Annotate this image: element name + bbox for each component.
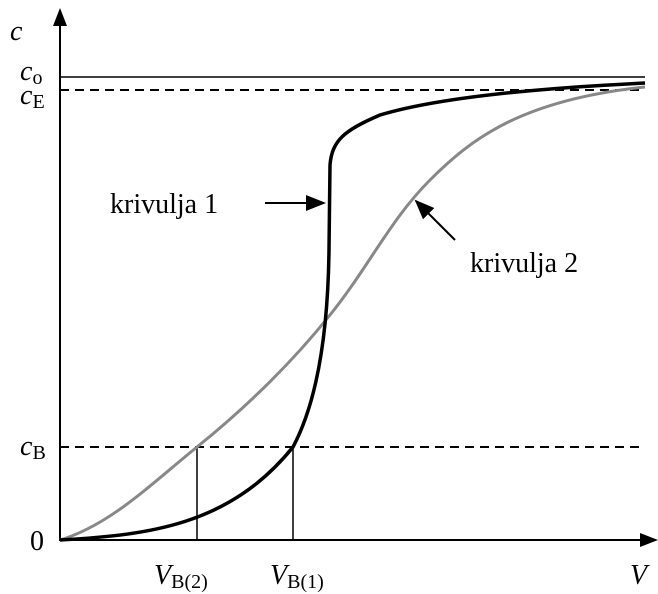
co-label: co — [20, 56, 42, 89]
vb2-label: VB(2) — [154, 560, 208, 593]
curve-1-label: krivulja 1 — [110, 189, 218, 220]
vb1-label: VB(1) — [270, 560, 324, 593]
ce-label: cE — [20, 80, 45, 113]
curve-2-label: krivulja 2 — [470, 248, 578, 279]
curve-2 — [59, 85, 646, 542]
arrow-2 — [414, 199, 456, 241]
y-arrow — [53, 8, 67, 26]
x-arrow — [640, 533, 658, 547]
y-label: c — [10, 16, 23, 47]
origin-label: 0 — [30, 526, 44, 557]
curve-1 — [59, 81, 646, 542]
cb-label: cB — [20, 431, 46, 464]
x-label: V — [630, 560, 650, 591]
